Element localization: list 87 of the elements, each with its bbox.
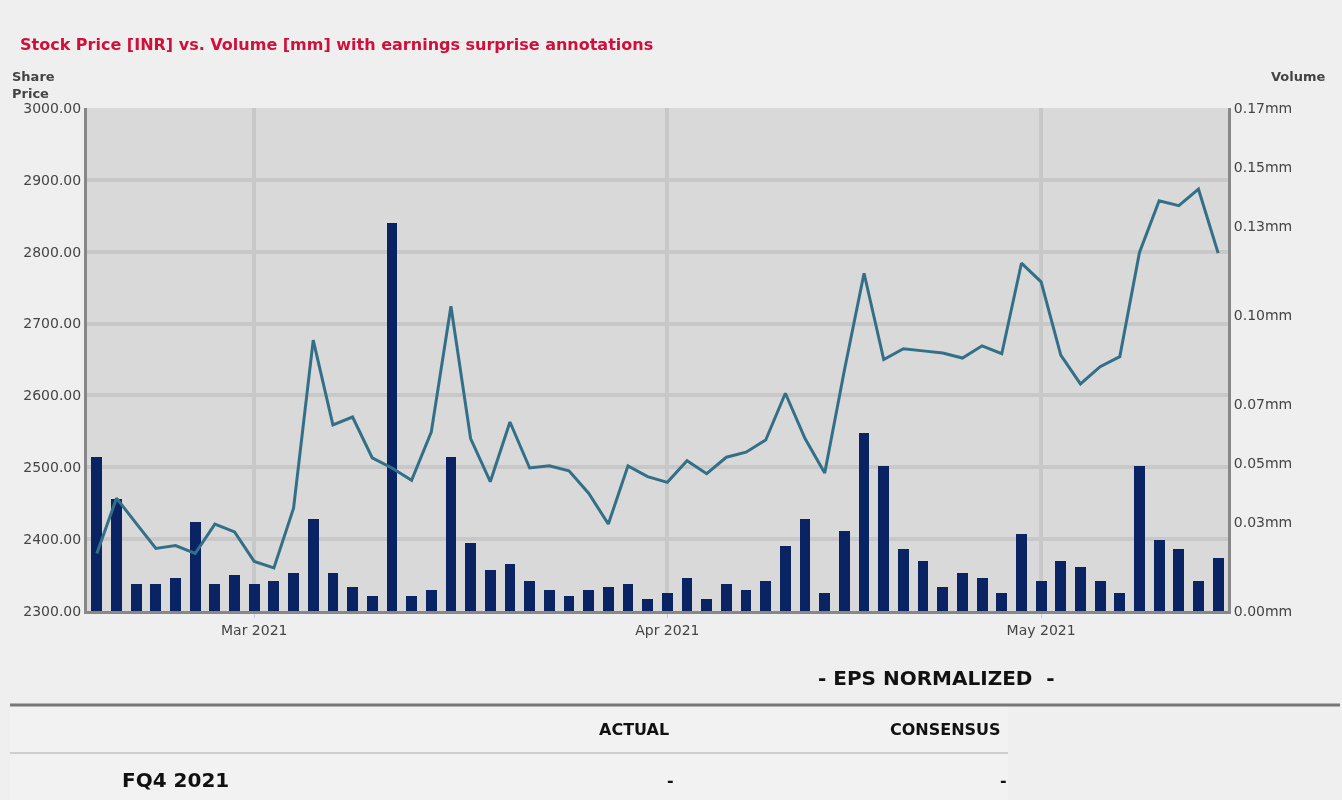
bar	[1193, 581, 1204, 611]
y2-tick-label: 0.13mm	[1233, 218, 1293, 235]
y2-tick-label: 0.03mm	[1233, 514, 1293, 531]
bar	[878, 466, 889, 611]
bar	[505, 564, 515, 611]
y2-axis-title: Volume	[1271, 69, 1326, 84]
bar	[937, 587, 948, 611]
bar	[229, 575, 240, 611]
bar	[957, 573, 968, 611]
chart-title: Stock Price [INR] vs. Volume [mm] with earnings surprise annotations	[20, 34, 654, 54]
y-tick-label: 2400.00	[23, 531, 82, 548]
bar	[741, 590, 751, 611]
bar	[308, 519, 319, 611]
bar	[623, 584, 633, 611]
bar	[564, 596, 574, 611]
bar	[328, 573, 338, 611]
bar	[1055, 561, 1066, 611]
x-tick-label: May 2021	[1006, 621, 1076, 638]
bar	[1114, 593, 1125, 611]
bar	[91, 457, 102, 611]
y-tick-label: 3000.00	[23, 99, 82, 116]
text: -	[1000, 771, 1007, 790]
bar	[485, 570, 496, 611]
bar	[524, 581, 535, 611]
text: FQ4 2021	[122, 768, 230, 792]
y-tick-label: 2700.00	[23, 315, 82, 332]
bar	[426, 590, 437, 611]
y2-tick-label: 0.05mm	[1233, 454, 1293, 471]
bar	[150, 584, 161, 611]
bar	[996, 593, 1007, 611]
bar	[1154, 540, 1165, 611]
y-tick-label: 2900.00	[23, 171, 82, 188]
y2-tick-label: 0.10mm	[1233, 307, 1293, 324]
y2-tick-label: 0.15mm	[1233, 159, 1293, 176]
bar	[603, 587, 614, 611]
bar	[465, 543, 476, 611]
x-tick-label: Apr 2021	[635, 621, 700, 638]
bar	[977, 578, 988, 611]
bar	[1134, 466, 1145, 611]
bar	[701, 599, 712, 611]
bar	[544, 590, 555, 611]
y2-tick-label: 0.07mm	[1233, 395, 1293, 412]
bar	[918, 561, 928, 611]
bar	[642, 599, 653, 611]
line-series	[95, 187, 1220, 570]
y-tick-label: 2800.00	[23, 243, 82, 260]
bar	[1075, 567, 1086, 611]
bar	[268, 581, 279, 611]
bar	[819, 593, 830, 611]
bar	[249, 584, 260, 611]
bar	[387, 223, 397, 611]
bar	[209, 584, 220, 611]
bar	[131, 584, 142, 611]
y-tick-label: 2500.00	[23, 459, 82, 476]
bar	[170, 578, 181, 611]
text: - EPS NORMALIZED -	[818, 666, 1055, 690]
bar	[288, 573, 299, 611]
bar	[1036, 581, 1047, 611]
text: CONSENSUS	[890, 720, 1001, 739]
bar	[446, 457, 456, 611]
y2-tick-label: 0.00mm	[1233, 602, 1293, 619]
bar	[662, 593, 673, 611]
bar	[800, 519, 810, 611]
y-tick-label: 2600.00	[23, 387, 82, 404]
bar	[721, 584, 732, 611]
text: ACTUAL	[599, 720, 670, 739]
bar	[1173, 549, 1184, 611]
y-axis-title: Share Price	[12, 69, 55, 101]
bar	[1016, 534, 1027, 611]
bar	[190, 522, 201, 611]
text: -	[667, 771, 674, 790]
bar	[839, 531, 850, 611]
bar	[1213, 558, 1224, 611]
bar	[780, 546, 791, 611]
x-tick-label: Mar 2021	[220, 621, 288, 638]
bar	[760, 581, 771, 611]
bar	[583, 590, 594, 611]
bar	[347, 587, 358, 611]
bar	[682, 578, 692, 611]
bar	[406, 596, 417, 611]
bar	[367, 596, 378, 611]
y2-tick-label: 0.17mm	[1233, 99, 1293, 116]
bar	[1095, 581, 1106, 611]
y-tick-label: 2300.00	[23, 602, 82, 619]
bar	[111, 499, 122, 611]
bar	[898, 549, 909, 611]
bar	[859, 433, 869, 611]
